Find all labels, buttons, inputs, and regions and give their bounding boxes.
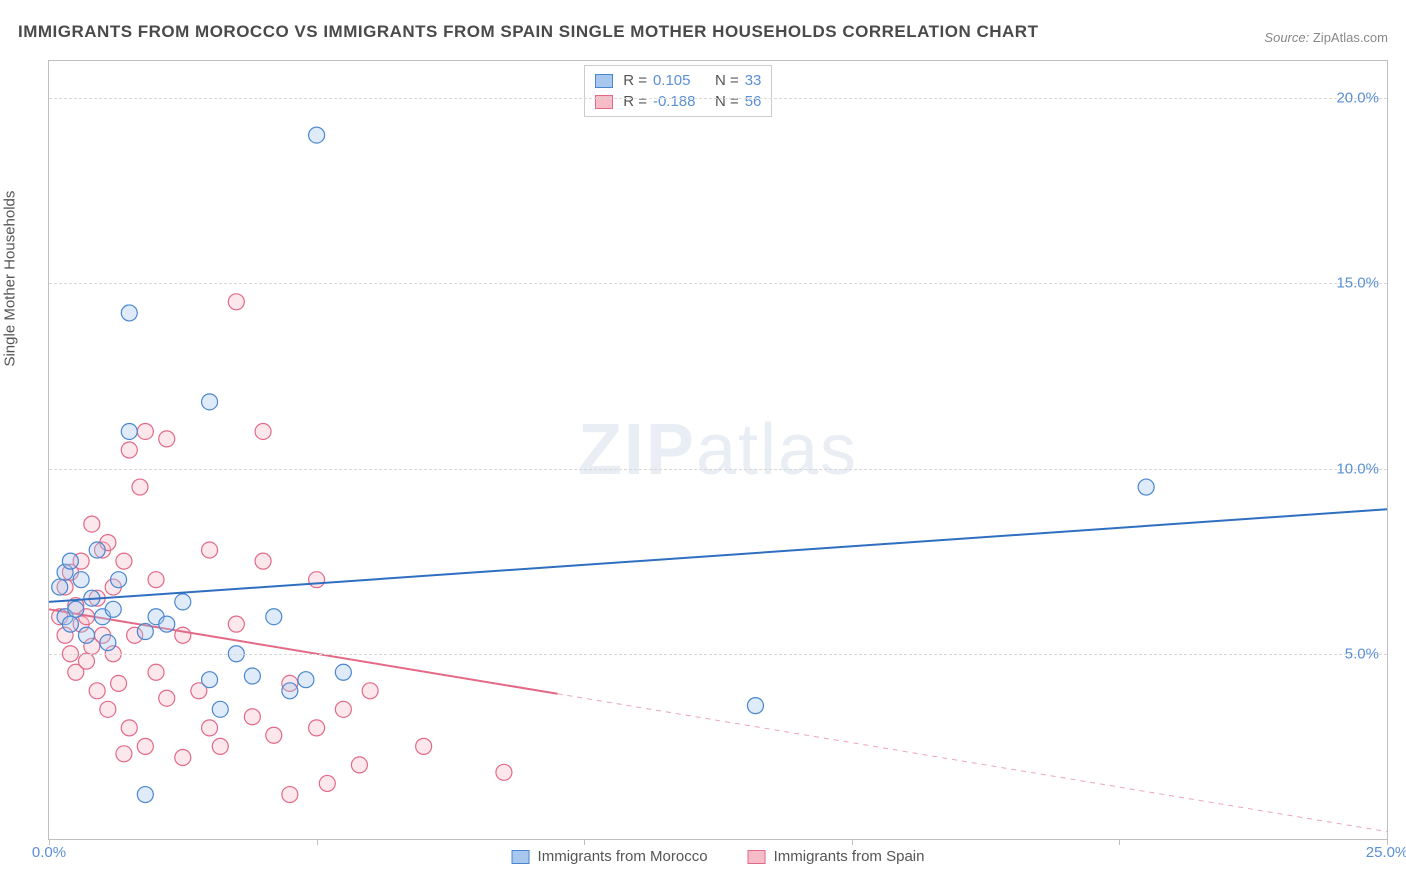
scatter-point <box>1138 479 1154 495</box>
scatter-point <box>137 624 153 640</box>
regression-line <box>49 509 1387 602</box>
scatter-point <box>282 787 298 803</box>
scatter-point <box>266 609 282 625</box>
scatter-point <box>319 775 335 791</box>
scatter-point <box>212 738 228 754</box>
regression-line-dashed <box>557 694 1387 832</box>
y-axis-label: Single Mother Households <box>2 191 19 367</box>
legend-label-spain: Immigrants from Spain <box>774 848 925 865</box>
legend-item-spain: Immigrants from Spain <box>748 848 925 865</box>
scatter-point <box>111 572 127 588</box>
scatter-point <box>148 572 164 588</box>
scatter-point <box>416 738 432 754</box>
scatter-point <box>148 664 164 680</box>
scatter-point <box>78 653 94 669</box>
scatter-point <box>78 627 94 643</box>
plot-area: ZIPatlas R = 0.105 N = 33 R = -0.188 N =… <box>48 60 1388 840</box>
chart-title: IMMIGRANTS FROM MOROCCO VS IMMIGRANTS FR… <box>18 22 1038 42</box>
scatter-point <box>175 749 191 765</box>
scatter-point <box>111 675 127 691</box>
gridline <box>49 98 1387 99</box>
scatter-point <box>747 698 763 714</box>
scatter-point <box>121 442 137 458</box>
gridline <box>49 283 1387 284</box>
scatter-point <box>89 542 105 558</box>
scatter-point <box>121 720 137 736</box>
scatter-point <box>255 553 271 569</box>
scatter-point <box>244 709 260 725</box>
scatter-point <box>116 553 132 569</box>
source-attribution: Source: ZipAtlas.com <box>1264 30 1388 45</box>
scatter-point <box>137 423 153 439</box>
scatter-point <box>84 516 100 532</box>
scatter-point <box>335 664 351 680</box>
scatter-point <box>159 616 175 632</box>
scatter-point <box>73 572 89 588</box>
y-tick-label: 10.0% <box>1336 460 1379 477</box>
scatter-point <box>121 423 137 439</box>
scatter-point <box>52 579 68 595</box>
scatter-point <box>121 305 137 321</box>
legend-label-morocco: Immigrants from Morocco <box>538 848 708 865</box>
scatter-point <box>202 542 218 558</box>
scatter-point <box>202 720 218 736</box>
scatter-point <box>496 764 512 780</box>
scatter-point <box>228 616 244 632</box>
scatter-point <box>266 727 282 743</box>
scatter-point <box>309 127 325 143</box>
scatter-point <box>212 701 228 717</box>
legend-item-morocco: Immigrants from Morocco <box>512 848 708 865</box>
scatter-point <box>100 635 116 651</box>
source-value: ZipAtlas.com <box>1313 30 1388 45</box>
y-tick-label: 5.0% <box>1345 645 1379 662</box>
scatter-point <box>132 479 148 495</box>
scatter-point <box>309 572 325 588</box>
x-tick-mark <box>584 839 585 845</box>
scatter-point <box>351 757 367 773</box>
source-label: Source: <box>1264 30 1309 45</box>
gridline <box>49 469 1387 470</box>
x-tick-mark <box>852 839 853 845</box>
scatter-point <box>89 683 105 699</box>
scatter-point <box>202 672 218 688</box>
x-tick-mark <box>1119 839 1120 845</box>
scatter-point <box>137 787 153 803</box>
scatter-point <box>105 601 121 617</box>
scatter-point <box>159 690 175 706</box>
x-tick-label: 0.0% <box>32 844 66 861</box>
scatter-point <box>62 553 78 569</box>
scatter-point <box>62 616 78 632</box>
x-tick-mark <box>317 839 318 845</box>
scatter-point <box>175 594 191 610</box>
scatter-point <box>100 701 116 717</box>
scatter-point <box>116 746 132 762</box>
scatter-point <box>309 720 325 736</box>
bottom-legend: Immigrants from Morocco Immigrants from … <box>512 848 925 865</box>
plot-svg <box>49 61 1387 839</box>
swatch-spain <box>748 850 766 864</box>
x-tick-label: 25.0% <box>1366 844 1406 861</box>
scatter-point <box>68 601 84 617</box>
y-tick-label: 15.0% <box>1336 275 1379 292</box>
swatch-morocco <box>512 850 530 864</box>
scatter-point <box>159 431 175 447</box>
scatter-point <box>137 738 153 754</box>
scatter-point <box>298 672 314 688</box>
gridline <box>49 654 1387 655</box>
scatter-point <box>244 668 260 684</box>
scatter-point <box>335 701 351 717</box>
scatter-point <box>255 423 271 439</box>
scatter-point <box>228 294 244 310</box>
scatter-point <box>362 683 378 699</box>
y-tick-label: 20.0% <box>1336 90 1379 107</box>
scatter-point <box>282 683 298 699</box>
scatter-point <box>202 394 218 410</box>
